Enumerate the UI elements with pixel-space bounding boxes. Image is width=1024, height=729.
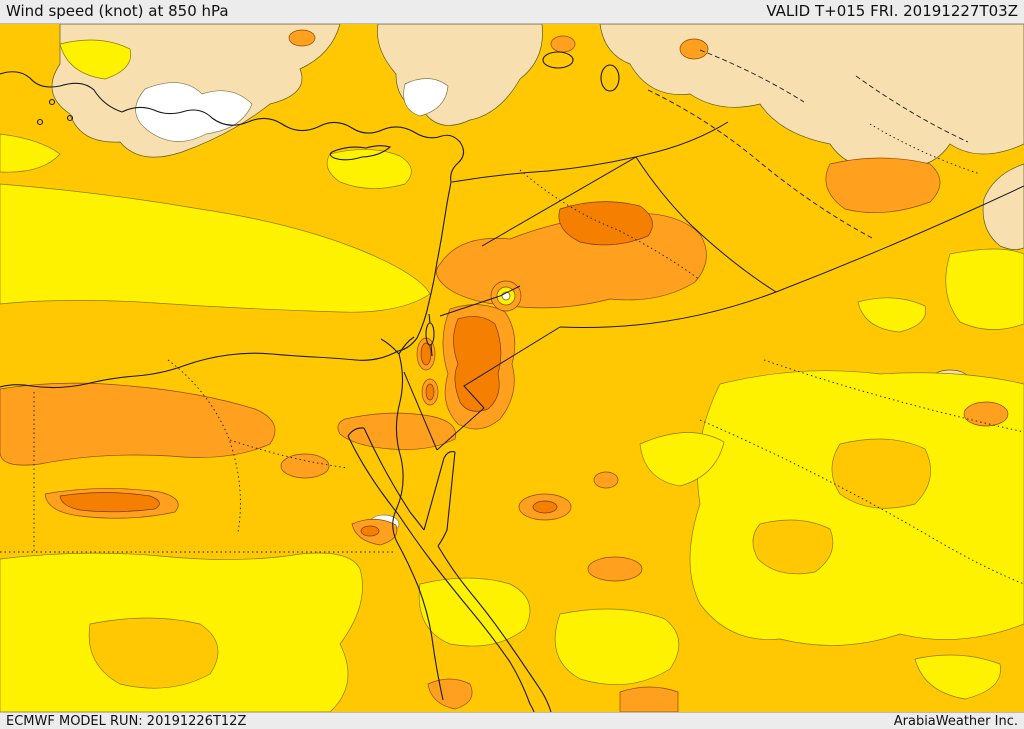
white-taurus-blob bbox=[403, 78, 449, 117]
golden-holes-group bbox=[88, 438, 931, 689]
dotted-borders-group bbox=[0, 123, 1024, 585]
orange-small-spot-1 bbox=[593, 471, 619, 489]
nile-river bbox=[392, 353, 444, 701]
yellow-central-arabia-blob bbox=[689, 370, 1024, 646]
dark-orange-negev-core bbox=[453, 316, 502, 412]
white-anatolia-blob bbox=[135, 82, 253, 142]
dark-orange-tabuk-core bbox=[532, 500, 558, 514]
cream-right-edge-blob bbox=[982, 163, 1024, 250]
coast-levant-egypt bbox=[0, 106, 465, 389]
yellow-aegean-spot bbox=[59, 39, 132, 80]
gulf-aqaba-head bbox=[443, 451, 456, 459]
border-jordan-saudi bbox=[436, 326, 561, 451]
zagros-dashed-1 bbox=[647, 89, 873, 239]
map-header-bar: Wind speed (knot) at 850 hPa VALID T+015… bbox=[0, 0, 1024, 24]
orange-bottom-center-spot bbox=[619, 686, 679, 712]
aegean-island-3 bbox=[36, 118, 44, 126]
orange-west-desert-spot bbox=[280, 453, 330, 479]
orange-top-spot-2 bbox=[550, 35, 576, 53]
country-borders-group bbox=[403, 121, 1024, 451]
egypt-interior-dotted-1 bbox=[167, 359, 241, 533]
zagros-dashed-2 bbox=[855, 75, 969, 143]
red-sea-west-coast bbox=[397, 513, 535, 712]
golden-hole-arabia-1 bbox=[831, 438, 931, 509]
orange-nile-south-spot bbox=[427, 678, 473, 710]
nile-delta-branch-west bbox=[380, 338, 400, 355]
map-footer-bar: ECMWF MODEL RUN: 20191226T12Z ArabiaWeat… bbox=[0, 712, 1024, 729]
aegean-island-2 bbox=[66, 114, 74, 122]
orange-zagros-blob bbox=[825, 157, 941, 214]
credit-label: ArabiaWeather Inc. bbox=[893, 713, 1018, 729]
border-turkey-syria bbox=[451, 121, 729, 183]
wind-speed-map bbox=[0, 24, 1024, 712]
jordan-river bbox=[428, 313, 433, 357]
lake-urmia bbox=[600, 64, 620, 92]
border-iraq-iran bbox=[635, 156, 777, 293]
dark-orange-suez-core bbox=[360, 525, 380, 537]
coastlines-group bbox=[0, 51, 620, 712]
saudi-dotted-2 bbox=[763, 359, 1024, 433]
yellow-left-edge-small bbox=[0, 133, 61, 173]
dark-orange-south-egypt-core bbox=[59, 492, 160, 513]
yellow-mediterranean-wedge bbox=[0, 183, 431, 313]
gulf-suez-west-shore bbox=[347, 435, 399, 515]
map-title: Wind speed (knot) at 850 hPa bbox=[6, 2, 229, 20]
gulf-aqaba-east-shore bbox=[437, 451, 456, 547]
orange-libya-band bbox=[0, 382, 276, 466]
golden-hole-arabia-2 bbox=[752, 519, 834, 575]
lake-van bbox=[542, 51, 574, 69]
gulf-suez-head bbox=[347, 427, 365, 437]
dark-orange-jordan-valley-1 bbox=[420, 342, 432, 366]
orange-small-spot-2 bbox=[587, 556, 643, 582]
iraq-dotted bbox=[869, 123, 981, 175]
yellow-south-egypt-blob bbox=[418, 577, 531, 647]
golden-hole-west-egypt bbox=[88, 617, 219, 689]
wind-map-canvas bbox=[0, 24, 1024, 712]
dark-orange-iraq-core bbox=[558, 201, 653, 246]
saudi-dotted-1 bbox=[699, 419, 1024, 585]
sinai-east-coast bbox=[423, 457, 445, 531]
yellow-right-edge-upper bbox=[945, 248, 1024, 330]
valid-time-label: VALID T+015 FRI. 20191227T03Z bbox=[766, 2, 1018, 20]
dashed-lines-group bbox=[647, 49, 969, 239]
orange-top-spot-1 bbox=[288, 29, 316, 47]
border-egypt-israel bbox=[403, 371, 438, 451]
zagros-dashed-3 bbox=[699, 49, 805, 103]
yellow-bottom-right-spot bbox=[914, 654, 1001, 700]
yellow-arabia-finger bbox=[639, 432, 725, 487]
border-iraq-saudi bbox=[559, 185, 1024, 329]
dark-orange-jordan-valley-2 bbox=[425, 383, 435, 401]
yellow-nubia-blob bbox=[554, 608, 680, 685]
cyclone-center-rings bbox=[490, 280, 522, 312]
coast-aegean bbox=[0, 71, 123, 113]
border-syria-iraq bbox=[481, 156, 637, 247]
yellow-arabia-spot bbox=[857, 297, 927, 333]
contour-yellow-group bbox=[0, 39, 1024, 712]
sinai-west-coast bbox=[363, 427, 425, 531]
border-syria-jordan bbox=[439, 285, 521, 317]
orange-right-edge-spot bbox=[963, 401, 1009, 427]
orange-top-spot-3 bbox=[679, 38, 709, 60]
aegean-island-1 bbox=[48, 98, 56, 106]
cream-north-iraq-blob bbox=[599, 24, 1024, 167]
cyprus-island bbox=[329, 145, 392, 161]
red-sea-east-coast bbox=[437, 545, 552, 712]
nile-delta-branch-east bbox=[398, 336, 415, 355]
egypt-interior-dotted-2 bbox=[229, 439, 349, 469]
model-run-label: ECMWF MODEL RUN: 20191226T12Z bbox=[6, 713, 247, 729]
